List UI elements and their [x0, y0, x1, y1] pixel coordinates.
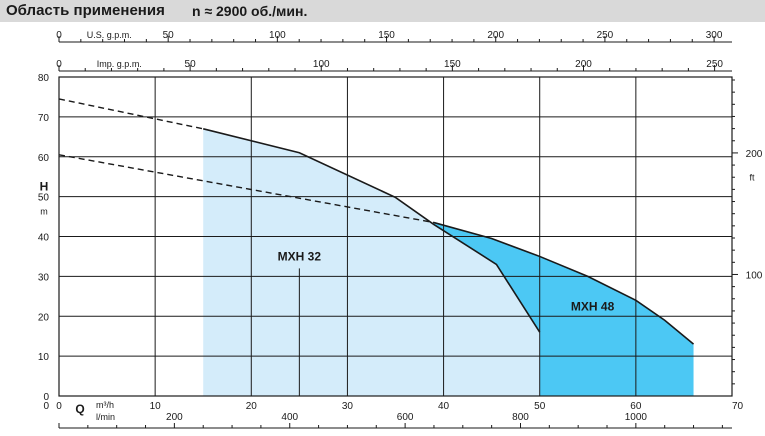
impgpm-tick-label: 250 — [706, 59, 723, 70]
usgpm-tick-label: 250 — [597, 30, 614, 41]
q-tick-label: 0 — [56, 401, 62, 412]
lmin-tick-label: 800 — [512, 412, 529, 423]
q-tick-label: 30 — [342, 401, 354, 412]
lmin-tick-label: 400 — [281, 412, 298, 423]
y-tick-label: 30 — [38, 272, 50, 283]
q-tick-label: 40 — [438, 401, 450, 412]
usgpm-tick-label: 150 — [378, 30, 395, 41]
page-title: Область применения — [6, 2, 165, 19]
usgpm-axis-label: U.S. g.p.m. — [87, 30, 132, 40]
usgpm-tick-label: 300 — [706, 30, 723, 41]
y-tick-label: 50 — [38, 193, 50, 204]
q-axis-symbol: Q — [75, 402, 84, 416]
impgpm-tick-label: 0 — [56, 59, 62, 70]
y-axis-symbol: H — [40, 180, 49, 194]
impgpm-tick-label: 200 — [575, 59, 592, 70]
impgpm-tick-label: 100 — [313, 59, 330, 70]
ft-tick-label: 200 — [746, 149, 763, 160]
lmin-tick-label: 1000 — [625, 412, 648, 423]
q-axis-unit-lmin: l/min — [96, 412, 115, 422]
dashed-extension-mxh-48 — [58, 154, 435, 224]
y-tick-label: 0 — [43, 392, 49, 403]
q-tick-label: 20 — [246, 401, 258, 412]
q-axis-unit-m3h: m³/h — [96, 400, 114, 410]
impgpm-axis-label: Imp. g.p.m. — [97, 59, 142, 69]
lmin-tick-label: 200 — [166, 412, 183, 423]
usgpm-tick-label: 0 — [56, 30, 62, 41]
y-tick-label: 20 — [38, 312, 50, 323]
area-mxh-48 — [433, 222, 694, 396]
curve-layer — [58, 98, 695, 396]
plot-frame — [58, 76, 733, 397]
dashed-extension-mxh-32 — [58, 98, 204, 130]
lmin-tick-label: 600 — [397, 412, 414, 423]
impgpm-tick-label: 150 — [444, 59, 461, 70]
q-tick-label: 60 — [630, 401, 642, 412]
series-label-mxh-48: MXH 48 — [571, 299, 615, 313]
y-tick-label: 10 — [38, 352, 50, 363]
y-tick-label: 70 — [38, 113, 50, 124]
y-tick-label: 80 — [38, 73, 50, 84]
series-label-mxh-32: MXH 32 — [278, 249, 322, 263]
q-tick-label: 70 — [732, 401, 744, 412]
y-tick-label: 60 — [38, 153, 50, 164]
usgpm-tick-label: 50 — [163, 30, 175, 41]
speed-subtitle: n ≈ 2900 об./мин. — [192, 3, 308, 19]
impgpm-tick-label: 50 — [185, 59, 197, 70]
y-tick-label: 40 — [38, 233, 50, 244]
grid-layer — [58, 36, 738, 429]
usgpm-tick-label: 100 — [269, 30, 286, 41]
q-tick-label: 10 — [150, 401, 162, 412]
curve-mxh-48 — [433, 221, 695, 345]
curve-mxh-32 — [203, 128, 541, 333]
origin-label: 0 — [43, 401, 49, 412]
ft-axis-unit: ft — [749, 173, 755, 183]
header-bar: Область применения n ≈ 2900 об./мин. — [0, 0, 765, 22]
ft-tick-label: 100 — [746, 270, 763, 281]
y-axis-unit: m — [40, 207, 48, 217]
q-tick-label: 50 — [534, 401, 546, 412]
usgpm-tick-label: 200 — [487, 30, 504, 41]
